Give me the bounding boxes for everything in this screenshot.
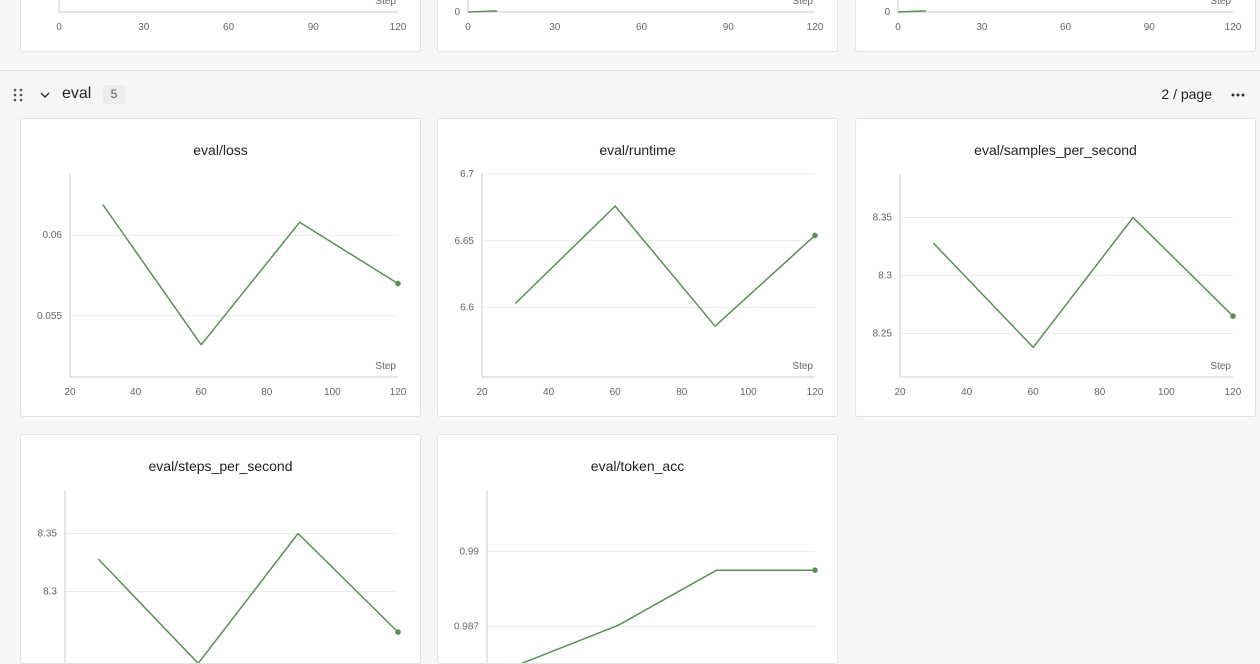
x-tick-label: 120 bbox=[390, 22, 407, 33]
chart-svg: 6.7 6.65 6.6 20 40 60 80 100 120 Step bbox=[455, 169, 824, 398]
x-tick-label: 120 bbox=[807, 387, 824, 398]
y-tick-label: 0.987 bbox=[454, 622, 479, 633]
drag-handle-icon[interactable] bbox=[13, 88, 23, 102]
x-axis-label: Step bbox=[792, 361, 813, 372]
x-tick-label: 60 bbox=[610, 387, 622, 398]
y-tick-label: 6.65 bbox=[455, 236, 475, 247]
y-tick-label: 8.35 bbox=[873, 213, 893, 224]
x-tick-label: 120 bbox=[1225, 387, 1242, 398]
chart-svg: 0.99 0.987 bbox=[454, 490, 818, 663]
section-header: eval 5 2 / page bbox=[0, 70, 1260, 118]
last-point-marker bbox=[395, 629, 401, 635]
y-tick-label: 0 bbox=[454, 7, 460, 18]
x-tick-label: 120 bbox=[1225, 22, 1242, 33]
per-page-selector[interactable]: 2 / page bbox=[1161, 86, 1212, 102]
section-count-badge: 5 bbox=[103, 85, 125, 104]
x-tick-label: 20 bbox=[64, 387, 76, 398]
x-tick-label: 40 bbox=[130, 387, 142, 398]
x-tick-label: 100 bbox=[1158, 387, 1175, 398]
last-point-marker bbox=[812, 567, 818, 573]
x-tick-label: 60 bbox=[636, 22, 648, 33]
chart-card-eval-token-acc[interactable]: eval/token_acc 0.99 0.987 bbox=[437, 434, 838, 664]
x-tick-label: 40 bbox=[961, 387, 973, 398]
chart-title: eval/loss bbox=[193, 142, 248, 158]
y-tick-label: 0.055 bbox=[37, 311, 62, 322]
x-tick-label: 90 bbox=[1144, 22, 1156, 33]
chart-title: eval/steps_per_second bbox=[148, 458, 293, 474]
y-tick-label: 8.3 bbox=[43, 587, 57, 598]
x-axis-label: Step bbox=[1210, 361, 1231, 372]
y-tick-label: 8.3 bbox=[878, 271, 892, 282]
y-tick-label: 0.99 bbox=[460, 546, 480, 557]
chart-card-top-3[interactable]: 0 0 30 60 90 120 Step bbox=[855, 0, 1256, 52]
x-tick-label: 20 bbox=[476, 387, 488, 398]
x-tick-label: 30 bbox=[138, 22, 150, 33]
chart-svg: 8.35 8.3 8.25 20 40 60 80 100 120 Step bbox=[873, 174, 1242, 398]
y-tick-label: 6.7 bbox=[460, 169, 474, 180]
chart-svg: 00 30 60 90 120 Step bbox=[454, 0, 824, 33]
section-title[interactable]: eval bbox=[62, 85, 92, 102]
chart-card-top-1[interactable]: 0 30 60 90 120 Step bbox=[20, 0, 421, 52]
chart-svg: 00 30 60 90 120 Step bbox=[884, 0, 1242, 33]
chart-svg: 0 30 60 90 120 Step bbox=[56, 0, 407, 33]
x-tick-label: 80 bbox=[1094, 387, 1106, 398]
x-tick-label: 100 bbox=[740, 387, 757, 398]
x-tick-label: 80 bbox=[261, 387, 273, 398]
x-tick-label: 60 bbox=[223, 22, 235, 33]
x-tick-label: 0 bbox=[56, 22, 62, 33]
x-axis-label: Step bbox=[1210, 0, 1231, 7]
y-tick-label: 6.6 bbox=[460, 303, 474, 314]
x-axis-label: Step bbox=[375, 0, 396, 7]
x-tick-label: 90 bbox=[308, 22, 320, 33]
x-tick-label: 40 bbox=[543, 387, 555, 398]
x-tick-label: 80 bbox=[676, 387, 688, 398]
x-tick-label: 120 bbox=[807, 22, 824, 33]
chart-title: eval/runtime bbox=[599, 142, 676, 158]
chart-card-eval-loss[interactable]: eval/loss 0.06 0.055 20 40 60 80 100 120 Step bbox=[20, 118, 421, 417]
x-tick-label: 100 bbox=[324, 387, 341, 398]
series-line bbox=[520, 569, 815, 663]
series-line bbox=[514, 205, 816, 327]
y-tick-label: 8.35 bbox=[38, 529, 58, 540]
x-tick-label: 60 bbox=[196, 387, 208, 398]
chart-card-top-2[interactable]: 0 0 30 60 90 120 Step bbox=[437, 0, 838, 52]
x-tick-label: 0 bbox=[895, 22, 901, 33]
more-options-icon[interactable] bbox=[1230, 85, 1246, 105]
x-tick-label: 30 bbox=[976, 22, 988, 33]
last-point-marker bbox=[1230, 313, 1236, 319]
x-tick-label: 120 bbox=[390, 387, 407, 398]
chevron-down-icon[interactable] bbox=[39, 89, 51, 101]
x-tick-label: 30 bbox=[549, 22, 561, 33]
x-tick-label: 90 bbox=[723, 22, 735, 33]
x-tick-label: 20 bbox=[894, 387, 906, 398]
x-tick-label: 0 bbox=[465, 22, 471, 33]
series-line bbox=[97, 532, 399, 663]
last-point-marker bbox=[812, 232, 818, 239]
series-line bbox=[932, 216, 1234, 349]
chart-card-eval-runtime[interactable]: eval/runtime 6.7 6.65 6.6 20 40 60 80 100 120 Ste… bbox=[437, 118, 838, 417]
y-tick-label: 0 bbox=[884, 7, 890, 18]
chart-card-eval-steps-per-second[interactable]: eval/steps_per_second 8.35 8.3 bbox=[20, 434, 421, 664]
x-axis-label: Step bbox=[375, 361, 396, 372]
series-line bbox=[102, 204, 399, 346]
series-line bbox=[897, 10, 926, 13]
x-axis-label: Step bbox=[792, 0, 813, 7]
x-tick-label: 60 bbox=[1060, 22, 1072, 33]
last-point-marker bbox=[395, 280, 401, 287]
chart-title: eval/token_acc bbox=[590, 458, 685, 474]
chart-svg: 8.35 8.3 bbox=[38, 490, 401, 663]
series-line bbox=[467, 10, 497, 13]
chart-card-eval-samples-per-second[interactable]: eval/samples_per_second 8.35 8.3 8.25 20 40 6… bbox=[855, 118, 1256, 417]
chart-svg: 0.06 0.055 20 40 60 80 100 120 Step bbox=[37, 174, 407, 398]
y-tick-label: 0.06 bbox=[43, 230, 63, 241]
chart-title: eval/samples_per_second bbox=[974, 142, 1137, 158]
y-tick-label: 8.25 bbox=[873, 329, 893, 340]
x-tick-label: 60 bbox=[1028, 387, 1040, 398]
